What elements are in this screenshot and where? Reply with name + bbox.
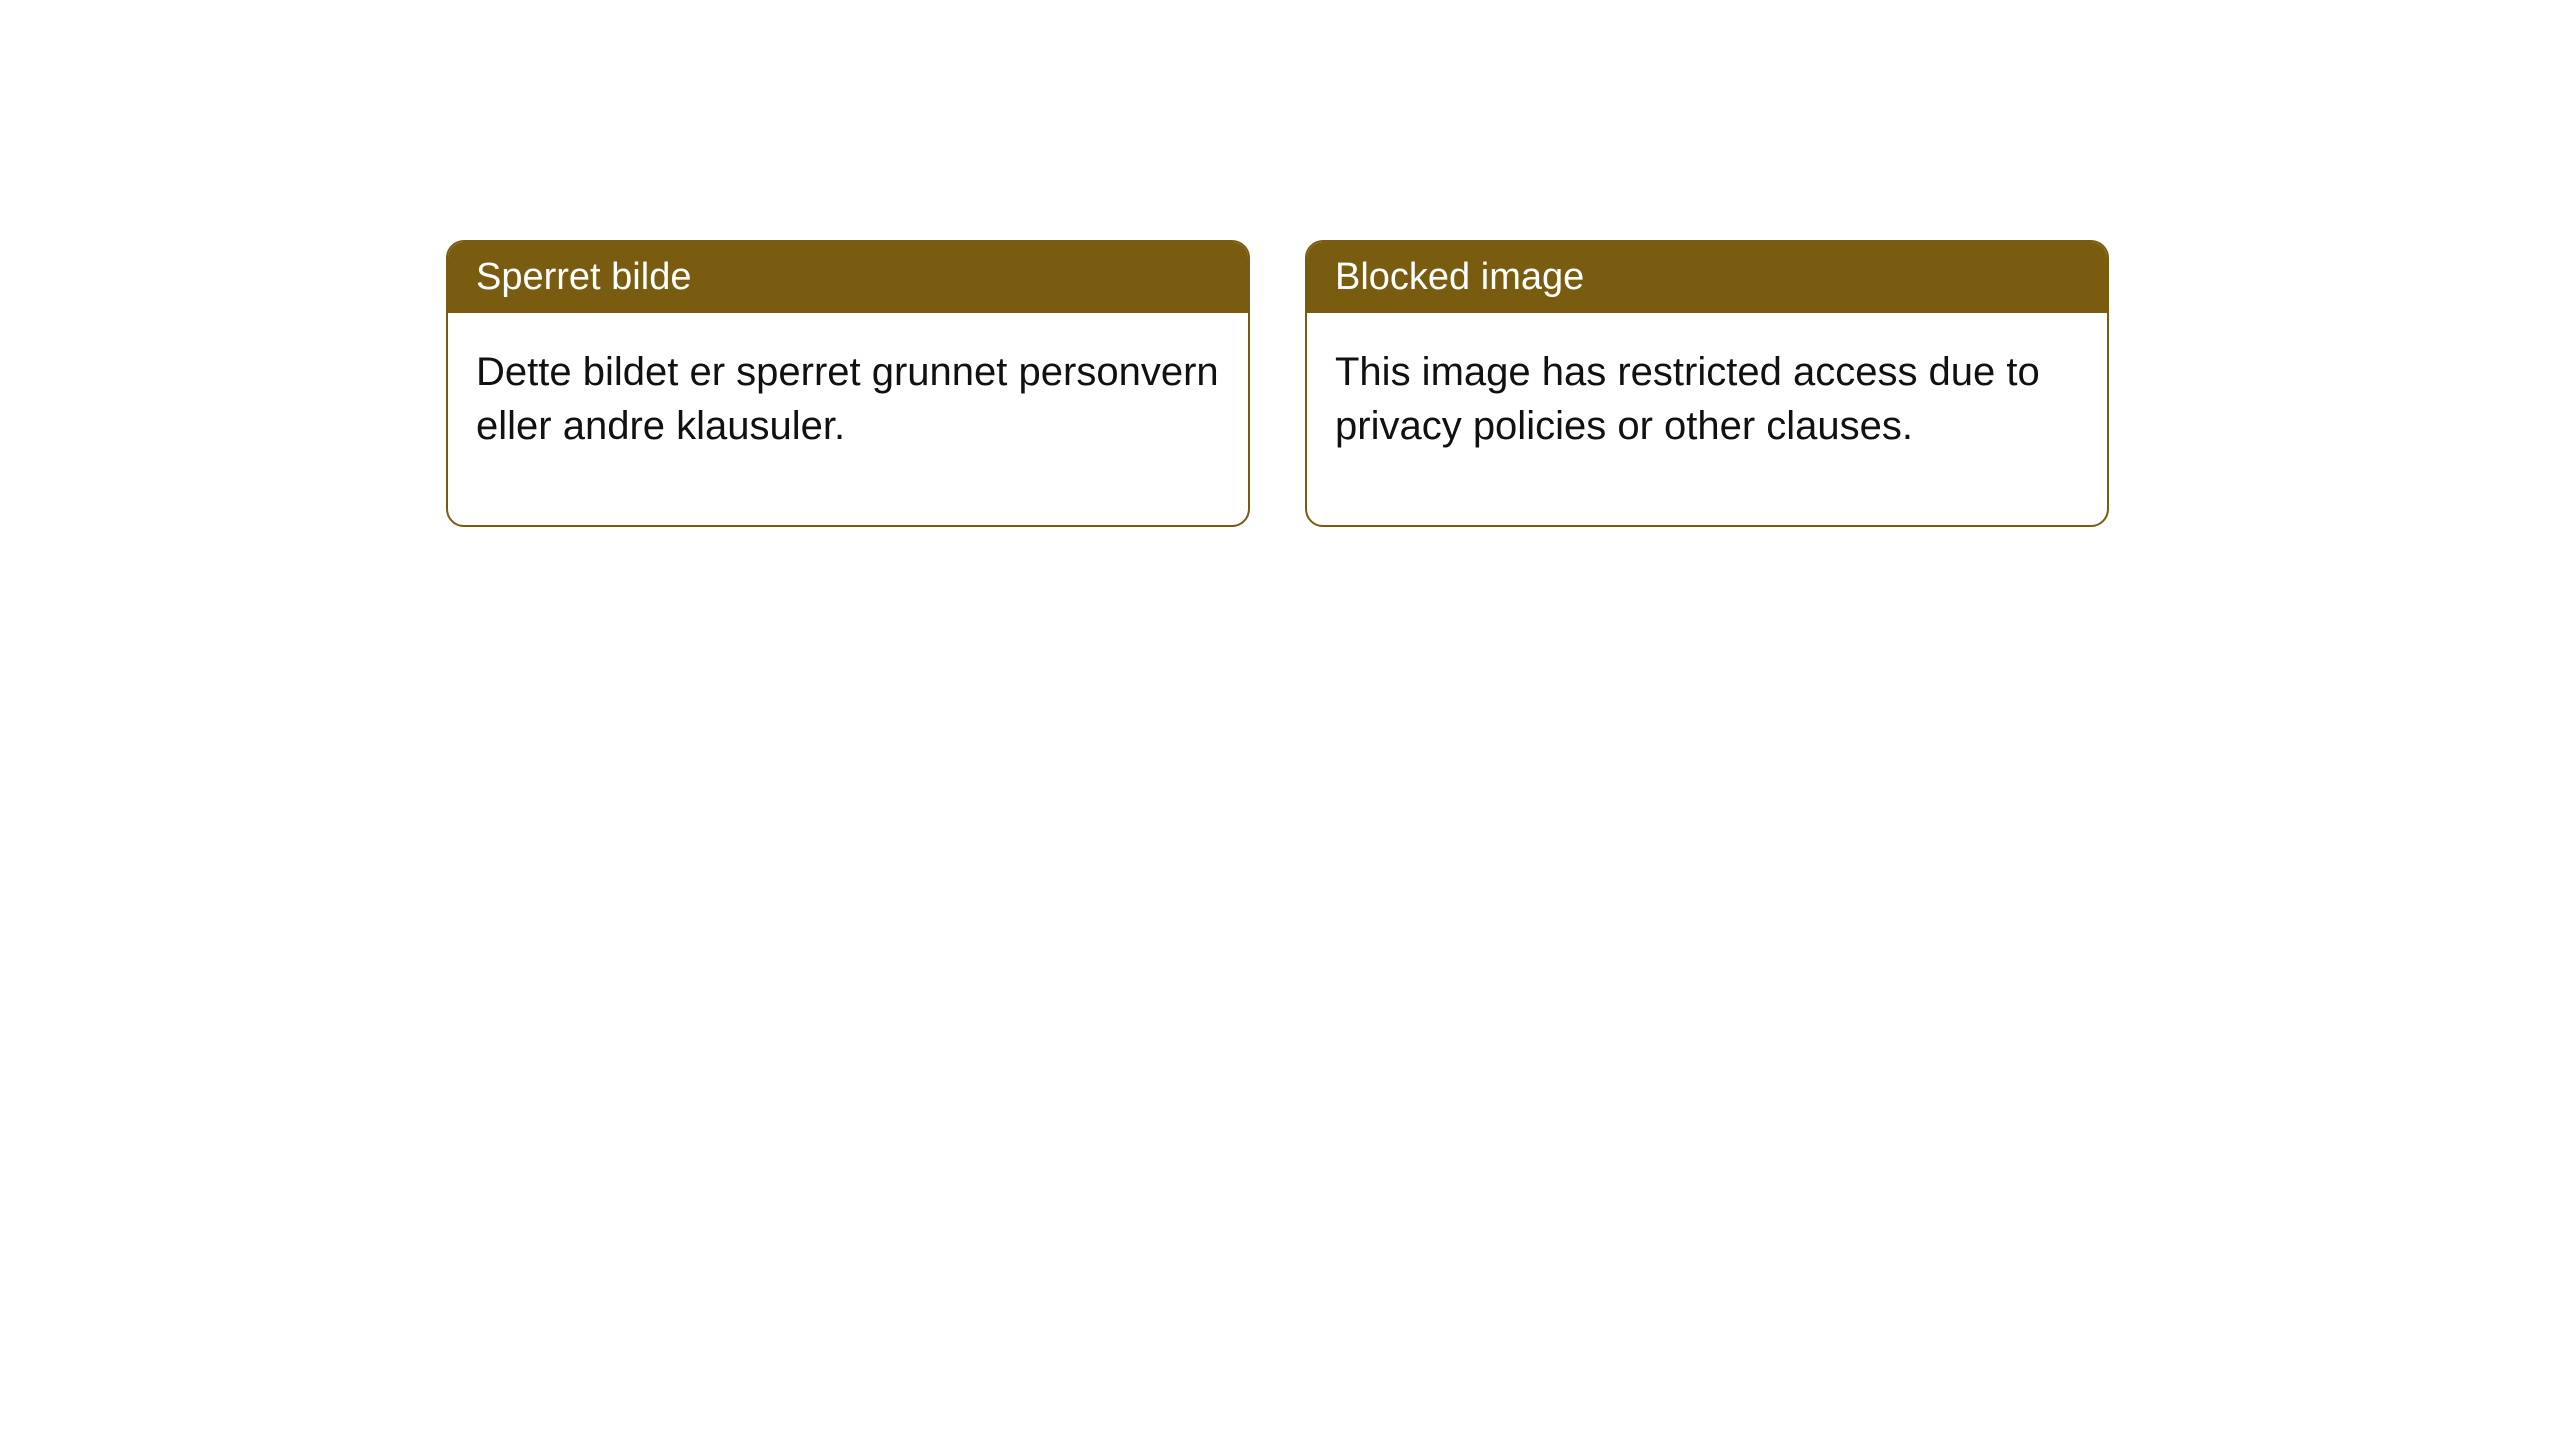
notice-card-norwegian: Sperret bilde Dette bildet er sperret gr… bbox=[446, 240, 1250, 527]
card-header-english: Blocked image bbox=[1307, 242, 2107, 313]
notice-card-english: Blocked image This image has restricted … bbox=[1305, 240, 2109, 527]
card-body-text: Dette bildet er sperret grunnet personve… bbox=[476, 350, 1219, 448]
card-title: Blocked image bbox=[1335, 256, 1584, 298]
card-body-text: This image has restricted access due to … bbox=[1335, 350, 2040, 448]
card-title: Sperret bilde bbox=[476, 256, 691, 298]
card-body-english: This image has restricted access due to … bbox=[1307, 313, 2107, 525]
notice-cards-container: Sperret bilde Dette bildet er sperret gr… bbox=[446, 240, 2109, 527]
card-body-norwegian: Dette bildet er sperret grunnet personve… bbox=[448, 313, 1248, 525]
card-header-norwegian: Sperret bilde bbox=[448, 242, 1248, 313]
